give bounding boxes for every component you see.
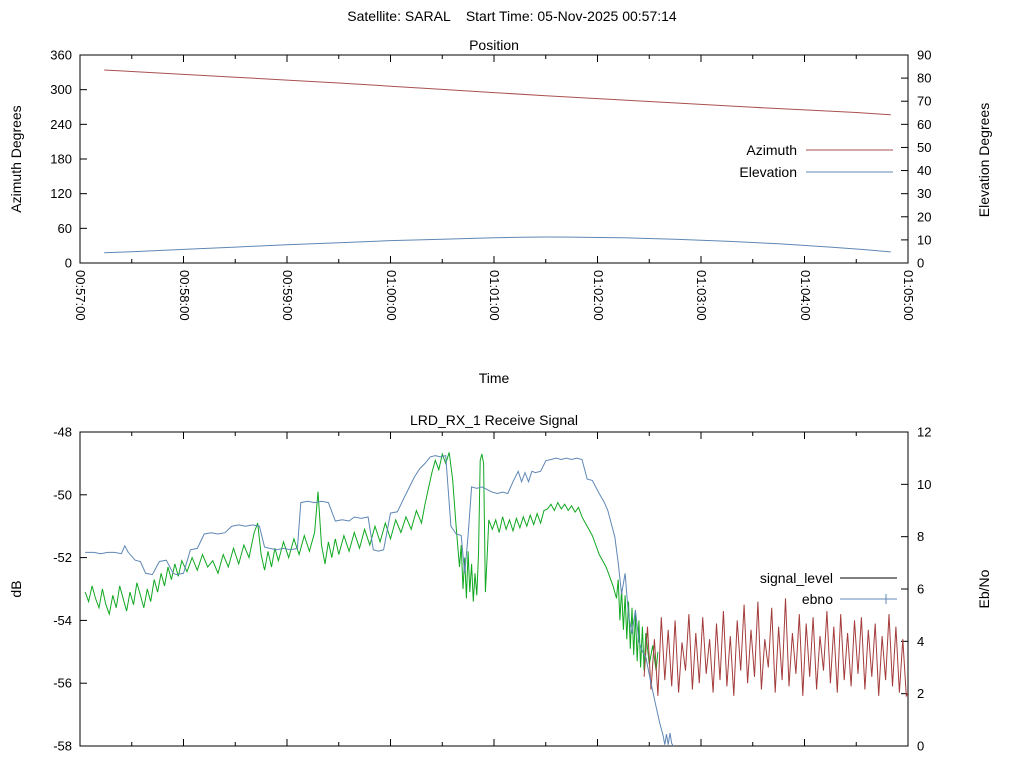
legend-label-ebno: ebno bbox=[802, 591, 833, 607]
x-tick-label: 01:04:00 bbox=[797, 270, 813, 321]
y-right-tick-label: 4 bbox=[917, 634, 924, 649]
y-right-tick-label: 12 bbox=[917, 425, 931, 440]
signal-chart-title: LRD_RX_1 Receive Signal bbox=[409, 412, 579, 428]
y-left-tick-label: 180 bbox=[50, 152, 72, 167]
series-signal-level-carrier-locked- bbox=[84, 452, 659, 671]
legend-label-signal_level: signal_level bbox=[760, 570, 833, 586]
y-right-tick-label: 90 bbox=[917, 48, 931, 63]
y-left-tick-label: -52 bbox=[53, 550, 72, 565]
y-left-tick-label: 120 bbox=[50, 186, 72, 201]
y-right-tick-label: 0 bbox=[917, 739, 924, 754]
legend-label-Elevation: Elevation bbox=[739, 164, 797, 180]
y-left-tick-label: 300 bbox=[50, 82, 72, 97]
y-right-tick-label: 40 bbox=[917, 163, 931, 178]
y-right-tick-label: 8 bbox=[917, 529, 924, 544]
x-tick-label: 00:59:00 bbox=[280, 270, 295, 321]
series-signal-level-unlocked-noise-floor- bbox=[643, 598, 908, 698]
y-left-tick-label: -58 bbox=[53, 739, 72, 754]
time-axis-label: Time bbox=[478, 370, 510, 386]
y-left-tick-label: 240 bbox=[50, 117, 72, 132]
x-tick-label: 00:58:00 bbox=[176, 270, 192, 321]
plot-border bbox=[79, 54, 909, 264]
y-right-tick-label: 10 bbox=[917, 477, 931, 492]
page-title: Satellite: SARAL Start Time: 05-Nov-2025… bbox=[347, 8, 677, 24]
y-right-tick-label: 60 bbox=[917, 117, 931, 132]
y-right-tick-label: 80 bbox=[917, 71, 931, 86]
x-tick-label: 01:00:00 bbox=[383, 270, 399, 321]
y-left-tick-label: 360 bbox=[50, 48, 72, 63]
y-right-tick-label: 6 bbox=[917, 582, 924, 597]
legend-label-Azimuth: Azimuth bbox=[746, 142, 797, 158]
y-left-tick-label: 60 bbox=[58, 221, 72, 236]
y-left-tick-label: -54 bbox=[53, 613, 72, 628]
y-left-tick-label: -56 bbox=[53, 676, 72, 691]
y-left-tick-label: 0 bbox=[65, 256, 72, 271]
x-tick-label: 00:57:00 bbox=[73, 270, 88, 321]
y-right-tick-label: 20 bbox=[917, 209, 931, 224]
x-tick-label: 01:01:00 bbox=[487, 270, 502, 321]
y-right-tick-label: 0 bbox=[917, 256, 924, 271]
y-right-tick-label: 2 bbox=[917, 686, 924, 701]
series-azimuth bbox=[104, 69, 891, 116]
plot-border bbox=[79, 431, 909, 747]
y-left-tick-label: -48 bbox=[53, 425, 72, 440]
series-elevation bbox=[104, 236, 891, 254]
y-right-tick-label: 30 bbox=[917, 186, 931, 201]
series-ebno bbox=[85, 454, 674, 747]
y-right-tick-label: 10 bbox=[917, 232, 931, 247]
position-chart-title: Position bbox=[469, 37, 519, 53]
y-right-tick-label: 70 bbox=[917, 94, 931, 109]
x-tick-label: 01:05:00 bbox=[901, 270, 916, 321]
y-right-tick-label: 50 bbox=[917, 140, 931, 155]
x-tick-label: 01:03:00 bbox=[694, 270, 709, 321]
x-tick-label: 01:02:00 bbox=[590, 270, 606, 321]
y-left-tick-label: -50 bbox=[53, 487, 72, 502]
